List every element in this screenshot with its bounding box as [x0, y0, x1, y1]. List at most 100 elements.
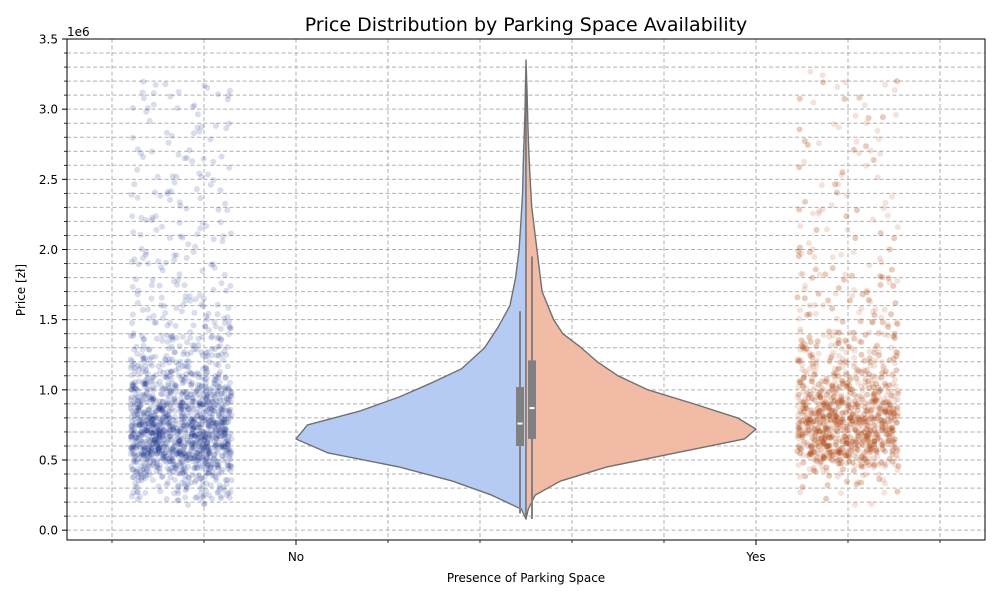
- strip-point: [883, 409, 889, 416]
- strip-point: [866, 355, 873, 362]
- strip-point: [882, 480, 889, 487]
- strip-point: [883, 426, 890, 433]
- strip-point: [156, 405, 163, 412]
- strip-point: [228, 393, 235, 400]
- strip-point: [183, 205, 190, 212]
- strip-point: [814, 338, 821, 345]
- strip-point: [199, 428, 205, 435]
- strip-point: [166, 427, 173, 434]
- strip-point: [846, 458, 853, 465]
- strip-point: [151, 420, 158, 427]
- strip-point: [827, 435, 834, 442]
- strip-point: [191, 102, 198, 109]
- strip-point: [190, 440, 197, 446]
- strip-point: [851, 391, 858, 398]
- strip-point: [812, 368, 818, 375]
- strip-point: [199, 387, 206, 394]
- strip-point: [213, 427, 220, 434]
- strip-point: [830, 121, 837, 128]
- strip-point: [834, 451, 841, 458]
- strip-point: [219, 442, 226, 449]
- strip-point: [145, 346, 152, 353]
- strip-point: [209, 398, 216, 405]
- strip-point: [178, 308, 185, 315]
- strip-point: [871, 312, 878, 319]
- strip-point: [204, 385, 210, 391]
- strip-point: [843, 359, 850, 366]
- strip-point: [216, 424, 222, 431]
- strip-point: [184, 454, 191, 461]
- strip-point: [826, 333, 833, 340]
- strip-point: [166, 433, 173, 440]
- strip-point: [879, 427, 886, 434]
- strip-point: [197, 437, 204, 444]
- strip-point: [132, 395, 139, 402]
- strip-point: [207, 423, 214, 430]
- strip-point: [805, 430, 811, 437]
- strip-point: [875, 394, 882, 401]
- strip-point: [185, 463, 192, 470]
- strip-point: [810, 439, 817, 446]
- strip-point: [167, 319, 173, 326]
- strip-point: [823, 495, 830, 502]
- strip-point: [821, 454, 827, 461]
- strip-point: [812, 432, 818, 439]
- strip-point: [847, 420, 854, 427]
- strip-point: [142, 427, 149, 434]
- strip-point: [858, 462, 864, 469]
- strip-point: [198, 465, 205, 472]
- strip-point: [820, 415, 827, 422]
- strip-point: [798, 343, 805, 350]
- strip-point: [189, 395, 196, 402]
- strip-point: [813, 452, 820, 459]
- strip-point: [227, 392, 234, 399]
- strip-point: [203, 454, 210, 461]
- strip-point: [797, 450, 804, 457]
- strip-point: [149, 214, 156, 221]
- strip-point: [844, 393, 851, 400]
- strip-point: [866, 329, 873, 336]
- strip-point: [150, 477, 156, 484]
- strip-point: [873, 403, 880, 410]
- strip-point: [883, 392, 890, 399]
- strip-point: [794, 448, 801, 455]
- strip-point: [807, 339, 814, 345]
- strip-point: [855, 403, 862, 410]
- strip-point: [871, 415, 878, 422]
- strip-point: [130, 451, 137, 458]
- strip-point: [141, 447, 148, 454]
- strip-point: [133, 385, 140, 392]
- strip-point: [132, 435, 139, 442]
- strip-point: [215, 470, 222, 477]
- strip-point: [139, 439, 146, 446]
- strip-point: [172, 381, 179, 388]
- strip-point: [137, 231, 144, 238]
- strip-point: [869, 406, 876, 413]
- strip-point: [176, 447, 183, 454]
- strip-point: [224, 344, 231, 351]
- strip-point: [806, 311, 813, 318]
- strip-point: [220, 405, 227, 412]
- strip-point: [837, 449, 844, 456]
- strip-point: [185, 363, 192, 370]
- strip-point: [798, 446, 805, 453]
- strip-point: [843, 440, 850, 447]
- strip-point: [796, 164, 803, 171]
- strip-point: [799, 383, 806, 390]
- strip-point: [868, 445, 875, 452]
- strip-point: [853, 138, 860, 145]
- strip-point: [862, 331, 869, 338]
- strip-point: [171, 396, 178, 403]
- strip-point: [893, 367, 900, 374]
- strip-point: [875, 330, 882, 337]
- strip-point: [130, 410, 137, 417]
- strip-point: [209, 410, 216, 417]
- strip-point: [811, 372, 818, 378]
- strip-point: [890, 355, 897, 362]
- strip-point: [822, 399, 829, 406]
- strip-point: [154, 403, 161, 410]
- strip-point: [188, 382, 195, 389]
- strip-point: [872, 398, 879, 404]
- strip-point: [880, 418, 887, 425]
- strip-point: [862, 331, 869, 338]
